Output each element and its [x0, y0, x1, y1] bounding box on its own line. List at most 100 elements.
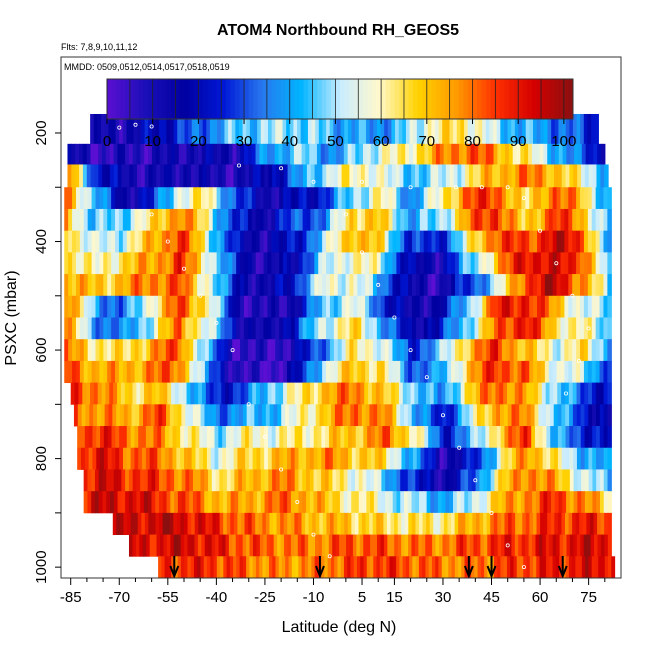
rh-cell	[443, 208, 448, 232]
rh-cell	[314, 187, 319, 210]
colorbar-swatch	[440, 79, 446, 119]
rh-cell	[427, 274, 433, 297]
rh-cell	[184, 556, 189, 578]
rh-cell	[219, 491, 224, 514]
rh-cell	[404, 295, 409, 318]
rh-cell	[113, 491, 119, 514]
rh-cell	[134, 295, 140, 318]
rh-cell	[243, 208, 249, 232]
rh-cell	[293, 113, 298, 145]
rh-cell	[275, 317, 280, 340]
colorbar-swatch	[550, 79, 556, 119]
rh-cell	[427, 404, 432, 427]
rh-cell	[94, 143, 99, 165]
rh-cell	[572, 404, 578, 427]
rh-cell	[423, 317, 429, 340]
rh-cell	[325, 426, 330, 449]
colorbar-swatch	[467, 79, 473, 119]
rh-cell	[534, 404, 539, 427]
rh-cell	[572, 274, 577, 297]
rh-cell	[333, 113, 338, 145]
rh-cell	[298, 187, 304, 210]
rh-cell	[203, 447, 208, 470]
rh-cell	[241, 164, 246, 188]
rh-cell	[583, 339, 589, 362]
rh-cell	[259, 295, 265, 318]
rh-cell	[215, 469, 220, 492]
rh-cell	[134, 426, 139, 449]
rh-cell	[427, 295, 433, 318]
rh-cell	[568, 360, 573, 384]
rh-cell	[530, 382, 535, 405]
rh-cell	[554, 469, 560, 492]
rh-cell	[112, 512, 117, 535]
rh-cell	[201, 208, 206, 232]
rh-cell	[353, 208, 358, 232]
rh-cell	[210, 447, 216, 470]
rh-cell	[225, 382, 230, 405]
rh-cell	[395, 164, 401, 188]
rh-cell	[126, 113, 131, 145]
colorbar-tick-label: 50	[327, 133, 344, 150]
rh-cell	[369, 230, 374, 253]
rh-cell	[408, 534, 413, 557]
rh-cell	[226, 556, 231, 578]
rh-cell	[376, 208, 382, 232]
rh-cell	[360, 382, 365, 405]
colorbar-tick-label: 60	[373, 133, 390, 150]
rh-cell	[546, 556, 550, 578]
rh-cell	[447, 512, 452, 535]
rh-cell	[442, 534, 447, 557]
rh-cell	[458, 274, 464, 297]
rh-cell	[216, 274, 222, 297]
rh-cell	[286, 252, 292, 275]
rh-cell	[497, 295, 503, 318]
rh-cell	[481, 447, 486, 470]
rh-cell	[294, 426, 300, 449]
colorbar-swatch	[477, 79, 483, 119]
rh-cell	[333, 252, 339, 275]
colorbar-swatch	[138, 79, 145, 119]
rh-cell	[451, 274, 456, 297]
rh-cell	[462, 447, 467, 470]
rh-cell	[210, 426, 216, 449]
rh-cell	[236, 230, 241, 253]
rh-cell	[505, 252, 511, 275]
rh-cell	[72, 360, 77, 384]
rh-cell	[91, 491, 96, 514]
rh-cell	[451, 252, 456, 275]
rh-cell	[595, 208, 601, 232]
rh-cell	[505, 360, 511, 384]
rh-cell	[556, 187, 562, 210]
rh-cell	[399, 164, 404, 188]
rh-cell	[419, 252, 425, 275]
rh-cell	[173, 252, 179, 275]
rh-cell	[142, 230, 147, 253]
rh-cell	[259, 252, 265, 275]
rh-cell	[279, 230, 284, 253]
rh-cell	[177, 469, 183, 492]
rh-cell	[203, 556, 208, 578]
rh-cell	[202, 113, 207, 145]
rh-cell	[580, 274, 585, 297]
rh-cell	[150, 339, 155, 362]
rh-cell	[224, 339, 229, 362]
rh-cell	[259, 274, 265, 297]
rh-cell	[221, 382, 226, 405]
rh-cell	[439, 360, 444, 384]
rh-cell	[64, 230, 69, 253]
rh-cell	[165, 317, 171, 340]
rh-cell	[78, 143, 84, 165]
rh-cell	[366, 556, 371, 578]
rh-cell	[171, 382, 176, 405]
rh-cell	[408, 187, 413, 210]
rh-cell	[365, 317, 370, 340]
rh-cell	[547, 491, 552, 514]
rh-cell	[329, 295, 335, 318]
rh-cell	[260, 491, 266, 514]
rh-cell	[361, 274, 366, 297]
rh-cell	[176, 512, 182, 535]
rh-cell	[224, 274, 229, 297]
rh-cell	[190, 556, 195, 578]
rh-cell	[456, 382, 462, 405]
